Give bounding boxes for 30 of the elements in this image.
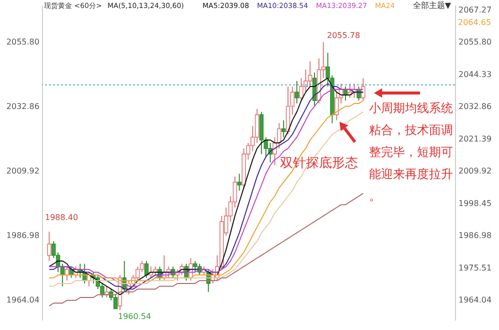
text: 小周期均线系统粘合，技术面调整完毕，短期可能迎来再度拉升。 — [369, 101, 453, 203]
y-tick-label: 1986.98 — [458, 231, 492, 240]
candlestick — [361, 78, 366, 102]
y-tick-label: 1975.51 — [458, 263, 492, 272]
text: 2009.92 — [6, 166, 40, 176]
candlestick — [47, 231, 52, 262]
y-tick-label: 2021.39 — [458, 134, 492, 144]
candlestick — [294, 80, 299, 104]
text: 1964.04 — [6, 296, 40, 305]
y-tick-label: 2009.92 — [458, 166, 492, 176]
y-tick-label: 2044.33 — [458, 70, 492, 79]
candlestick — [308, 60, 312, 88]
candlestick — [254, 108, 260, 144]
annotation: 1960.54 — [118, 312, 152, 321]
text: 2055.80 — [6, 38, 40, 47]
y-tick-label: 2055.80 — [458, 38, 492, 47]
y-tick-label: 1998.45 — [458, 198, 492, 208]
y-tick-label: 1964.04 — [458, 296, 492, 305]
text: 1986.98 — [6, 231, 40, 240]
candlestick — [113, 294, 118, 310]
y-tick-label: 2032.86 — [458, 102, 492, 112]
text: 2064.65 — [458, 18, 492, 27]
y-tick-label: 2067.27 — [458, 5, 492, 14]
candlestick — [193, 260, 198, 273]
annotation: 1988.40 — [45, 213, 78, 222]
text: 全部主题▼ — [412, 1, 452, 10]
candlestick — [237, 173, 242, 192]
text: 2032.86 — [6, 102, 40, 112]
annotation: 2055.78 — [327, 31, 360, 40]
candlestick — [281, 120, 286, 138]
